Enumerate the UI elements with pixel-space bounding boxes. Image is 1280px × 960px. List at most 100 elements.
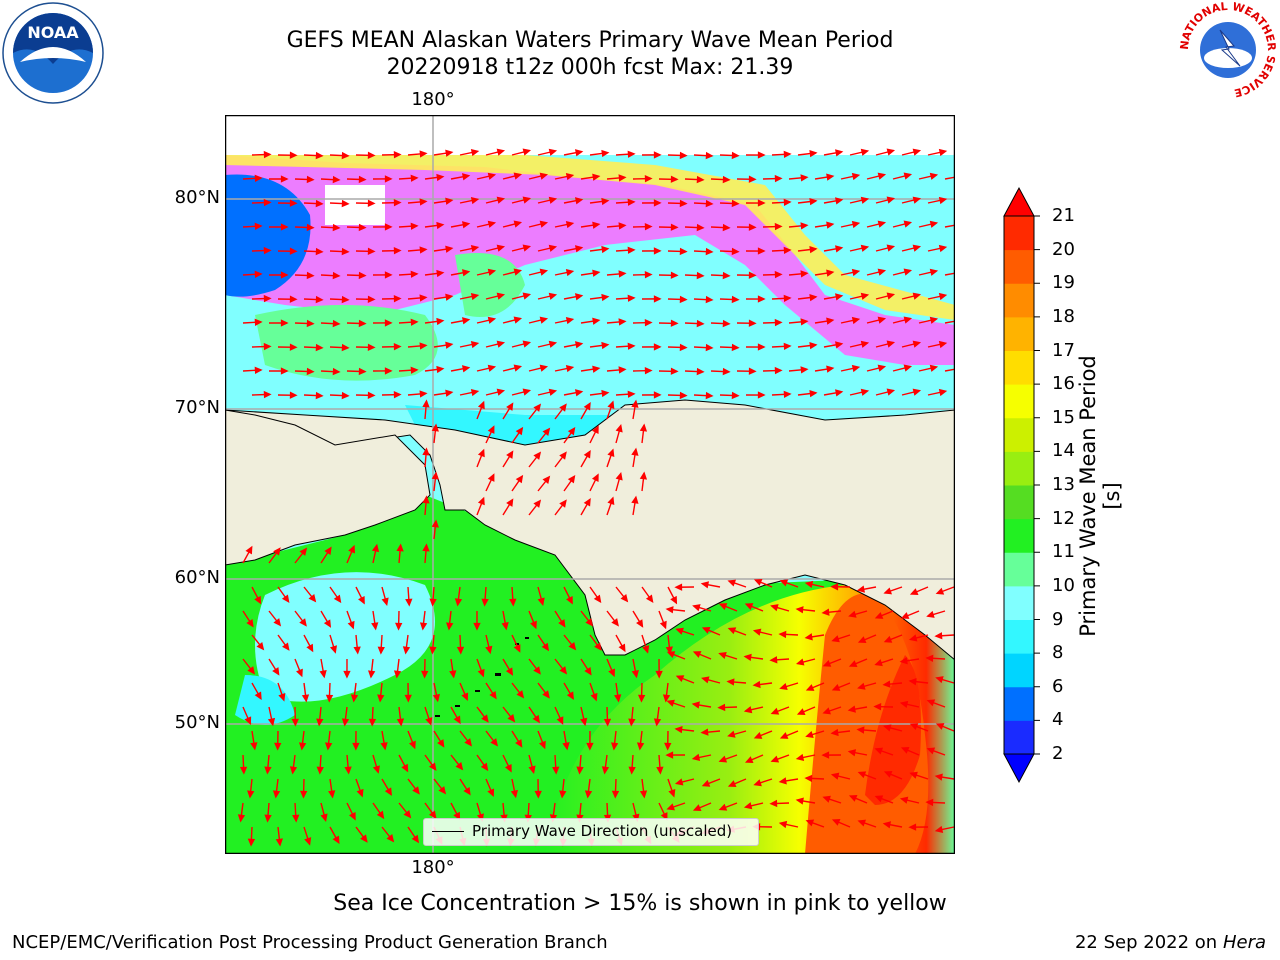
wave-direction-arrowhead	[422, 495, 430, 504]
wave-direction-arrowhead	[757, 391, 766, 399]
wave-direction-arrowhead	[908, 823, 917, 831]
wave-direction-arrowhead	[631, 399, 639, 408]
wave-direction-arrowhead	[912, 244, 922, 252]
wave-direction-arrowhead	[757, 151, 766, 159]
colorbar-segment	[1004, 417, 1034, 452]
wave-direction-arrowhead	[358, 175, 367, 184]
wave-direction-arrowhead	[804, 774, 813, 783]
wave-direction-arrowhead	[559, 666, 568, 675]
wave-direction-arrowhead	[446, 622, 454, 631]
wave-direction-arrowhead	[559, 499, 567, 508]
wave-direction-arrowhead	[263, 390, 272, 399]
wave-direction-arrowhead	[705, 199, 714, 208]
wave-direction-arrowhead	[753, 579, 763, 586]
wave-direction-arrowhead	[874, 659, 883, 667]
wave-direction-arrowhead	[306, 175, 315, 184]
wave-direction-arrowhead	[757, 343, 766, 351]
wave-direction-arrowhead	[539, 172, 549, 180]
wave-direction-arrowhead	[539, 268, 549, 276]
wave-direction-arrowhead	[513, 172, 523, 180]
wave-direction-arrowhead	[289, 343, 298, 351]
wave-direction-arrowhead	[384, 787, 392, 796]
wave-direction-arrowhead	[556, 716, 564, 725]
wave-direction-arrowhead	[618, 318, 627, 326]
wave-direction-arrowhead	[639, 423, 648, 432]
wave-direction-arrowhead	[273, 618, 282, 627]
wave-direction-arrowhead	[660, 812, 668, 821]
wave-direction-arrowhead	[464, 738, 473, 747]
wave-direction-arrowhead	[639, 790, 648, 799]
wave-direction-arrowhead	[607, 448, 615, 457]
wave-direction-arrowhead	[903, 364, 913, 372]
wave-direction-arrowhead	[593, 594, 602, 604]
wave-direction-arrowhead	[267, 717, 276, 727]
colorbar-segment	[1004, 451, 1034, 486]
wave-direction-arrowhead	[826, 365, 835, 373]
wave-direction-arrowhead	[404, 694, 412, 703]
wave-direction-arrowhead	[565, 268, 575, 277]
wave-direction-arrowhead	[877, 220, 887, 228]
wave-direction-arrowhead	[432, 693, 440, 703]
wave-direction-arrowhead	[903, 172, 913, 180]
wave-direction-arrowhead	[377, 694, 385, 703]
wave-direction-arrowhead	[315, 343, 324, 352]
wave-direction-arrowhead	[301, 694, 310, 703]
wave-direction-arrowhead	[516, 690, 525, 699]
wave-direction-arrowhead	[477, 448, 485, 458]
wave-direction-arrowhead	[299, 618, 307, 627]
colorbar-segment	[1004, 653, 1034, 688]
wave-direction-arrowhead	[254, 691, 262, 701]
wave-direction-arrowhead	[470, 148, 480, 157]
wave-direction-arrowhead	[851, 172, 861, 181]
wave-direction-arrowhead	[487, 172, 497, 180]
wave-direction-arrowhead	[559, 403, 567, 412]
wave-direction-arrowhead	[822, 707, 831, 715]
wave-direction-arrowhead	[264, 766, 272, 775]
wave-direction-arrowhead	[324, 546, 332, 556]
wave-direction-arrowhead	[470, 340, 480, 349]
wave-direction-arrowhead	[783, 294, 792, 303]
wave-direction-arrowhead	[653, 247, 662, 255]
wave-direction-arrowhead	[254, 270, 263, 279]
wave-direction-arrowhead	[247, 838, 256, 847]
wave-direction-arrowhead	[722, 319, 731, 328]
wave-direction-arrowhead	[883, 635, 893, 643]
wave-direction-arrowhead	[256, 642, 265, 651]
wave-direction-arrowhead	[665, 646, 673, 655]
wave-direction-arrowhead	[757, 295, 766, 303]
legend-label: Primary Wave Direction (unscaled)	[472, 822, 733, 840]
wave-direction-arrowhead	[289, 295, 298, 303]
colorbar-segment	[1004, 350, 1034, 385]
wave-direction-arrowhead	[594, 642, 602, 651]
wave-direction-arrowhead	[938, 148, 948, 157]
wave-direction-arrowhead	[899, 657, 908, 665]
wave-direction-arrowhead	[926, 699, 936, 707]
wave-direction-arrowhead	[886, 244, 896, 252]
wave-direction-arrowhead	[701, 627, 711, 634]
wave-direction-arrowhead	[254, 595, 262, 605]
wave-direction-arrowhead	[679, 199, 688, 208]
wave-direction-arrowhead	[653, 151, 662, 159]
colorbar-tick-label: 8	[1052, 642, 1064, 664]
wave-direction-arrowhead	[627, 294, 636, 302]
wave-direction-arrowhead	[743, 802, 753, 810]
wave-direction-arrowhead	[628, 766, 636, 775]
wave-direction-arrowhead	[341, 295, 350, 304]
wave-direction-arrowhead	[477, 496, 485, 506]
wave-direction-arrowhead	[874, 795, 884, 803]
wave-direction-arrowhead	[487, 473, 495, 482]
wave-direction-arrowhead	[316, 718, 324, 727]
wave-direction-arrowhead	[344, 766, 352, 775]
wave-direction-arrowhead	[618, 366, 627, 374]
wave-direction-arrowhead	[477, 400, 485, 410]
wave-direction-arrowhead	[323, 619, 332, 628]
wave-direction-arrowhead	[422, 399, 430, 408]
wave-direction-arrowhead	[280, 319, 289, 327]
wave-direction-arrowhead	[670, 175, 679, 183]
colorbar-tick-label: 9	[1052, 608, 1064, 630]
wave-direction-arrowhead	[831, 684, 841, 691]
wave-direction-arrowhead	[393, 199, 402, 207]
wave-direction-arrowhead	[779, 579, 789, 587]
wave-direction-arrowhead	[304, 837, 312, 846]
wave-direction-arrowhead	[481, 714, 489, 723]
